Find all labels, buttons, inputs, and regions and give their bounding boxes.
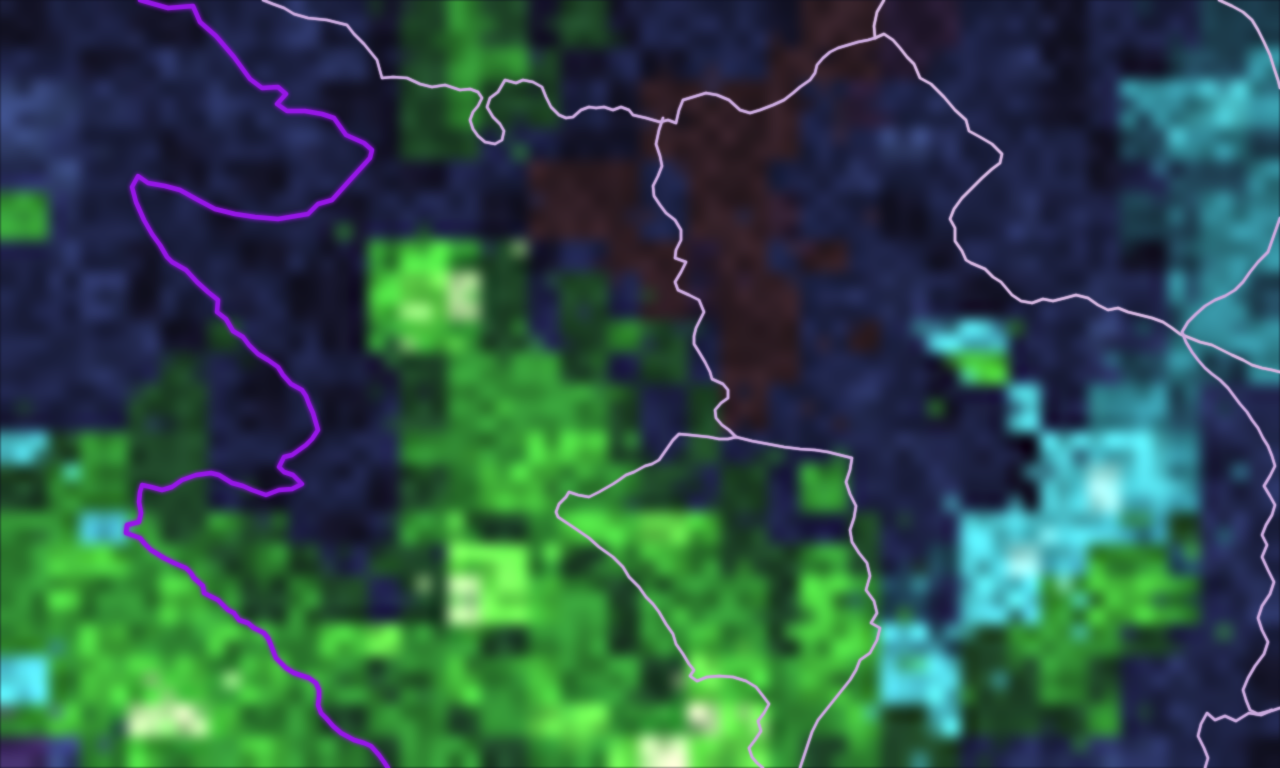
satellite-weather-canvas bbox=[0, 0, 1280, 768]
satellite-map-view bbox=[0, 0, 1280, 768]
